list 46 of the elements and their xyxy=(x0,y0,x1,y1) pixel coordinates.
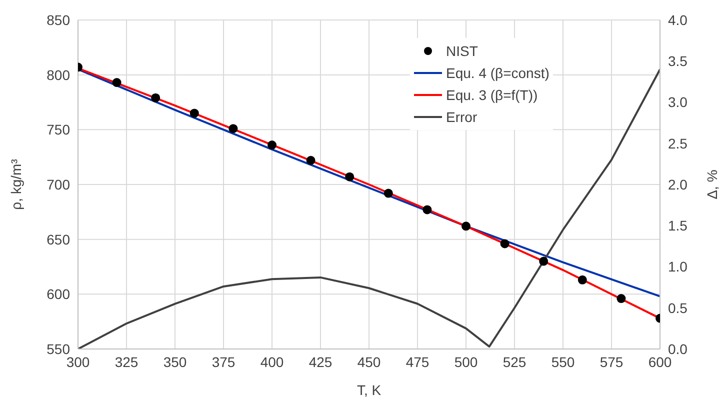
x-tick-label: 375 xyxy=(212,354,236,370)
legend-label: Equ. 4 (β=const) xyxy=(446,65,550,81)
x-axis-title: T, K xyxy=(356,382,382,398)
y-tick-label: 600 xyxy=(46,286,70,302)
x-tick-label: 475 xyxy=(406,354,430,370)
y-tick-label: 800 xyxy=(46,66,70,83)
x-tick-label: 575 xyxy=(600,354,624,370)
legend-label: Equ. 3 (β=f(T)) xyxy=(446,87,538,103)
x-tick-label: 525 xyxy=(502,354,526,370)
x-tick-label: 500 xyxy=(454,354,478,370)
point xyxy=(151,93,160,102)
x-tick-label: 425 xyxy=(308,354,332,370)
y-tick-label: 750 xyxy=(46,122,70,138)
point xyxy=(462,222,470,231)
point xyxy=(578,275,587,284)
legend-label: Error xyxy=(446,109,478,125)
x-tick-label: 450 xyxy=(357,354,381,370)
point xyxy=(268,140,276,150)
x-tick-label: 550 xyxy=(551,354,575,370)
y2-tick-label: 1.0 xyxy=(668,258,688,275)
y-tick-label: 650 xyxy=(46,231,70,248)
y2-tick-label: 1.5 xyxy=(668,218,688,234)
point xyxy=(539,256,548,266)
y2-axis-title: Δ, % xyxy=(704,170,720,200)
point xyxy=(500,239,510,248)
point xyxy=(384,188,393,198)
y2-tick-label: 2.5 xyxy=(668,135,688,152)
point xyxy=(190,108,199,118)
y-axis-title: ρ, kg/m³ xyxy=(8,158,24,210)
y2-tick-label: 3.5 xyxy=(668,53,688,70)
y2-tick-label: 3.0 xyxy=(668,94,688,110)
point xyxy=(228,124,238,134)
legend-label: NIST xyxy=(446,43,478,59)
y2-tick-label: 2.0 xyxy=(668,176,688,192)
x-tick-label: 350 xyxy=(163,354,187,370)
x-tick-label: 400 xyxy=(260,354,284,370)
y2-tick-label: 4.0 xyxy=(668,12,688,28)
x-tick-label: 325 xyxy=(114,354,138,370)
point xyxy=(616,294,626,304)
point xyxy=(112,78,122,88)
y-tick-label: 850 xyxy=(46,12,70,28)
point xyxy=(422,205,432,214)
point xyxy=(306,156,316,165)
point xyxy=(345,172,354,182)
y-tick-label: 700 xyxy=(46,176,70,192)
y2-tick-label: 0.5 xyxy=(668,300,688,316)
